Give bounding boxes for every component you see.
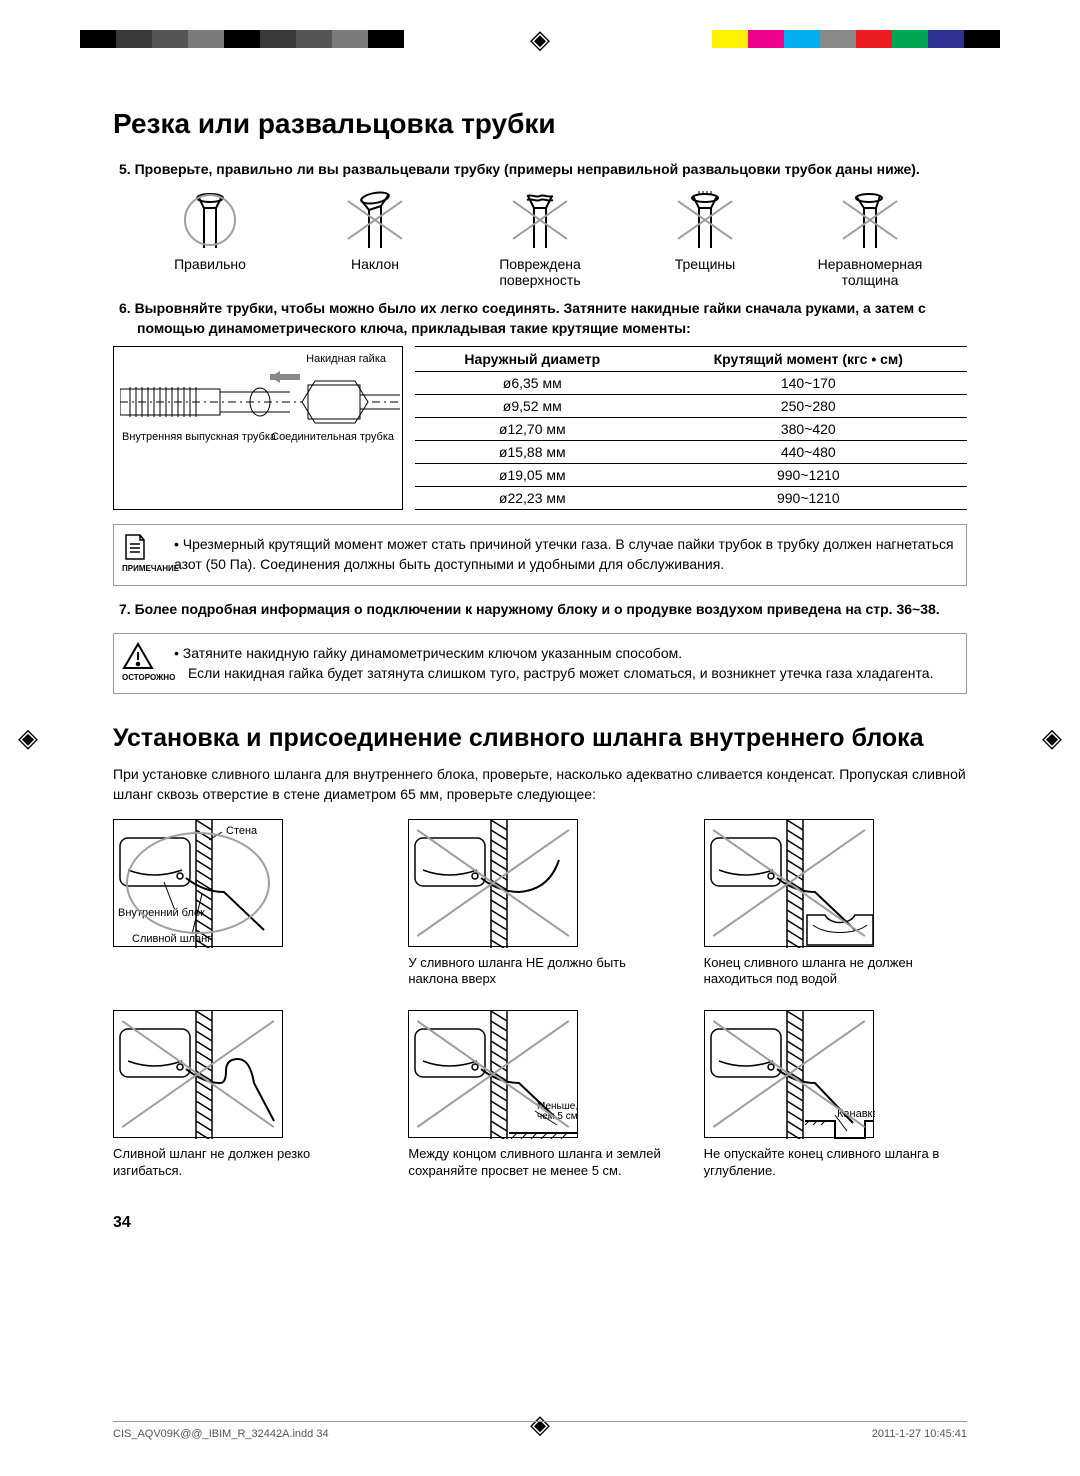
- table-cell: ø9,52 мм: [415, 395, 650, 418]
- flare-nut-diagram: Накидная гайка: [113, 346, 403, 510]
- table-row: ø12,70 мм380~420: [415, 418, 967, 441]
- drain-caption: Конец сливного шланга не должен находить…: [704, 955, 967, 989]
- torque-table-body: ø6,35 мм140~170ø9,52 мм250~280ø12,70 мм3…: [415, 372, 967, 510]
- table-cell: 990~1210: [650, 487, 967, 510]
- svg-text:Сливной шланг: Сливной шланг: [132, 933, 211, 945]
- table-cell: 250~280: [650, 395, 967, 418]
- step-5-text: 5. Проверьте, правильно ли вы развальцев…: [113, 160, 967, 180]
- drain-example: Меньше,чем 5 см Между концом сливного шла…: [408, 1010, 671, 1180]
- svg-text:Стена: Стена: [226, 825, 258, 837]
- flare-icon: [180, 190, 240, 250]
- table-cell: 380~420: [650, 418, 967, 441]
- drain-example: У сливного шланга НЕ должно быть наклона…: [408, 819, 671, 989]
- drain-figure: [704, 819, 874, 947]
- flare-example: Правильно: [145, 190, 275, 290]
- page-number: 34: [113, 1214, 131, 1232]
- drain-figure: [408, 819, 578, 947]
- section-title-2: Установка и присоединение сливного шланг…: [113, 724, 967, 753]
- flare-label: Неравномерная толщина: [805, 256, 935, 290]
- table-cell: 990~1210: [650, 464, 967, 487]
- color-bar-right: [676, 30, 1000, 48]
- note-text: • Чрезмерный крутящий момент может стать…: [174, 535, 956, 574]
- note-callout: ПРИМЕЧАНИЕ • Чрезмерный крутящий момент …: [113, 524, 967, 585]
- table-header: Наружный диаметр: [415, 347, 650, 372]
- footer-filename: CIS_AQV09K@@_IBIM_R_32442A.indd 34: [113, 1428, 329, 1440]
- table-cell: 440~480: [650, 441, 967, 464]
- drain-examples-grid: СтенаВнутренний блокСливной шланг У сливн…: [113, 819, 967, 1181]
- step-6-text: 6. Выровняйте трубки, чтобы можно было и…: [113, 299, 967, 338]
- table-cell: ø22,23 мм: [415, 487, 650, 510]
- drain-figure: Меньше,чем 5 см: [408, 1010, 578, 1138]
- flare-icon: [510, 190, 570, 250]
- drain-caption: Между концом сливного шланга и землей со…: [408, 1146, 671, 1180]
- table-row: ø19,05 мм990~1210: [415, 464, 967, 487]
- drain-example: Канавка Не опускайте конец сливного шланг…: [704, 1010, 967, 1180]
- note-icon: ПРИМЕЧАНИЕ: [122, 533, 166, 574]
- drain-figure: [113, 1010, 283, 1138]
- drain-caption: У сливного шланга НЕ должно быть наклона…: [408, 955, 671, 989]
- caution-icon: ОСТОРОЖНО: [122, 642, 166, 683]
- drain-example: Конец сливного шланга не должен находить…: [704, 819, 967, 989]
- table-header: Крутящий момент (кгс • см): [650, 347, 967, 372]
- step-7-text: 7. Более подробная информация о подключе…: [113, 600, 967, 620]
- flare-icon: [840, 190, 900, 250]
- section-title-1: Резка или развальцовка трубки: [113, 108, 967, 140]
- flare-label: Наклон: [310, 256, 440, 273]
- caution-text-1: • Затяните накидную гайку динамометричес…: [174, 644, 956, 664]
- table-cell: ø19,05 мм: [415, 464, 650, 487]
- table-row: ø9,52 мм250~280: [415, 395, 967, 418]
- flare-examples-row: Правильно Наклон Повреждена поверхность Тре…: [113, 190, 967, 290]
- registration-mark-icon: ◈: [18, 723, 38, 754]
- flare-example: Повреждена поверхность: [475, 190, 605, 290]
- caution-callout: ОСТОРОЖНО • Затяните накидную гайку дина…: [113, 633, 967, 694]
- diagram-label: Соединительная трубка: [271, 431, 394, 443]
- drain-example: Сливной шланг не должен резко изгибаться…: [113, 1010, 376, 1180]
- registration-mark-icon: ◈: [530, 24, 550, 55]
- drain-example: СтенаВнутренний блокСливной шланг: [113, 819, 376, 989]
- torque-table: Наружный диаметр Крутящий момент (кгс • …: [415, 346, 967, 510]
- flare-label: Правильно: [145, 256, 275, 273]
- diagram-label: Внутренняя выпускная трубка: [122, 431, 276, 443]
- table-row: ø22,23 мм990~1210: [415, 487, 967, 510]
- print-footer: CIS_AQV09K@@_IBIM_R_32442A.indd 34 2011-…: [113, 1421, 967, 1440]
- table-cell: ø15,88 мм: [415, 441, 650, 464]
- table-row: ø6,35 мм140~170: [415, 372, 967, 395]
- footer-timestamp: 2011-1-27 10:45:41: [872, 1428, 967, 1440]
- flare-example: Неравномерная толщина: [805, 190, 935, 290]
- flare-label: Повреждена поверхность: [475, 256, 605, 290]
- table-cell: ø12,70 мм: [415, 418, 650, 441]
- flare-icon: [675, 190, 735, 250]
- drain-figure: СтенаВнутренний блокСливной шланг: [113, 819, 283, 947]
- caution-text-2: Если накидная гайка будет затянута слишк…: [174, 664, 956, 684]
- page-content: Резка или развальцовка трубки 5. Проверь…: [113, 108, 967, 1180]
- step-6-row: Накидная гайка: [113, 346, 967, 510]
- drain-caption: Не опускайте конец сливного шланга в угл…: [704, 1146, 967, 1180]
- color-bar-left: [80, 30, 404, 48]
- diagram-label: Накидная гайка: [306, 353, 386, 365]
- flare-icon: [345, 190, 405, 250]
- table-row: ø15,88 мм440~480: [415, 441, 967, 464]
- intro-text: При установке сливного шланга для внутре…: [113, 765, 967, 804]
- table-cell: 140~170: [650, 372, 967, 395]
- flare-example: Трещины: [640, 190, 770, 290]
- drain-figure: Канавка: [704, 1010, 874, 1138]
- drain-caption: Сливной шланг не должен резко изгибаться…: [113, 1146, 376, 1180]
- nut-svg-icon: [120, 367, 400, 437]
- registration-mark-icon: ◈: [1042, 723, 1062, 754]
- table-cell: ø6,35 мм: [415, 372, 650, 395]
- flare-label: Трещины: [640, 256, 770, 273]
- flare-example: Наклон: [310, 190, 440, 290]
